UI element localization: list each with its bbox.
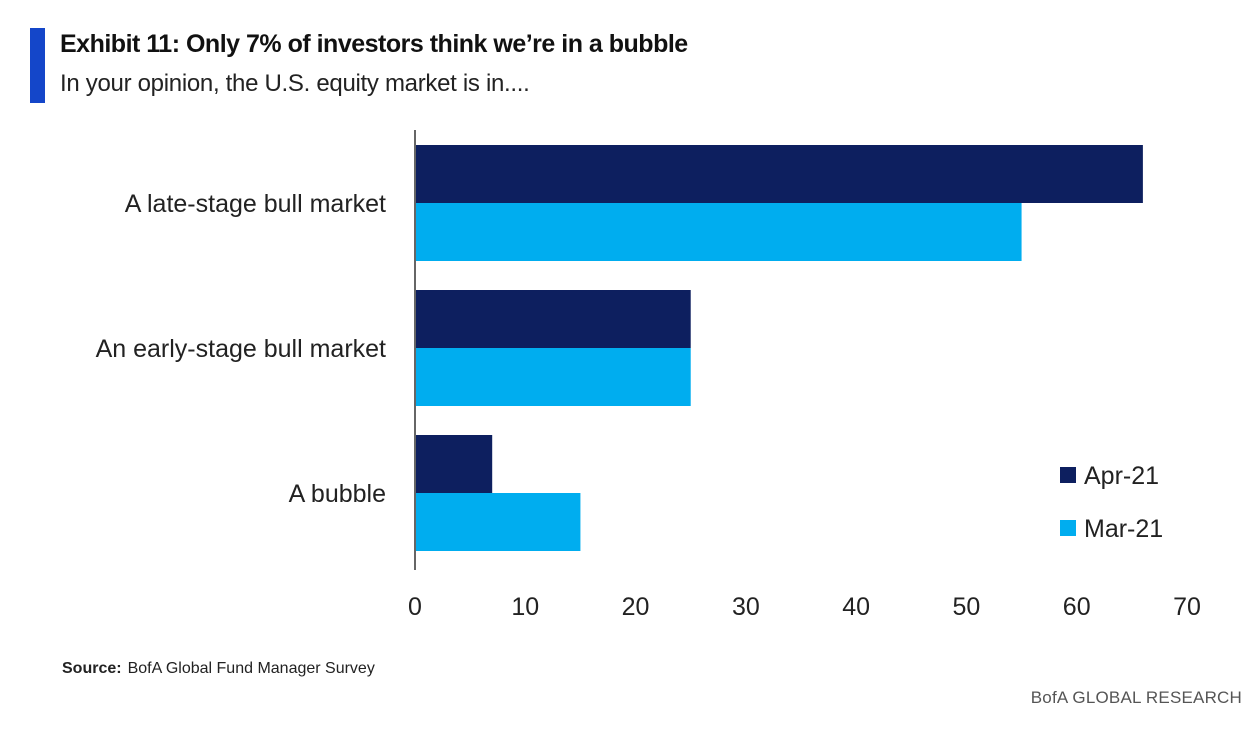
legend-label: Apr-21 xyxy=(1084,462,1159,490)
legend-swatch-apr-21 xyxy=(1060,467,1076,483)
x-tick-label: 40 xyxy=(842,593,870,621)
bar-apr-21-1 xyxy=(416,145,1143,203)
bar-mar-21-3 xyxy=(416,493,581,551)
x-tick-label: 30 xyxy=(732,593,760,621)
x-tick-label: 50 xyxy=(953,593,981,621)
category-label: An early-stage bull market xyxy=(96,335,386,363)
bar-chart: A late-stage bull market An early-stage b… xyxy=(96,130,1201,621)
category-label: A bubble xyxy=(289,480,386,508)
bar-mar-21-1 xyxy=(416,203,1022,261)
bar-apr-21-2 xyxy=(416,290,691,348)
x-tick-label: 0 xyxy=(408,593,422,621)
x-tick-label: 20 xyxy=(622,593,650,621)
title-accent-bar xyxy=(30,28,45,103)
bar-apr-21-3 xyxy=(416,435,493,493)
source-text: BofA Global Fund Manager Survey xyxy=(127,660,375,677)
x-tick-label: 70 xyxy=(1173,593,1201,621)
legend-swatch-mar-21 xyxy=(1060,520,1076,536)
x-tick-label: 60 xyxy=(1063,593,1091,621)
brand-footer: BofA GLOBAL RESEARCH xyxy=(1030,688,1242,707)
legend-label: Mar-21 xyxy=(1084,515,1163,543)
x-tick-label: 10 xyxy=(511,593,539,621)
source-note: Source: BofA Global Fund Manager Survey xyxy=(62,660,375,678)
chart-subtitle: In your opinion, the U.S. equity market … xyxy=(60,70,530,97)
bar-mar-21-2 xyxy=(416,348,691,406)
category-label: A late-stage bull market xyxy=(125,190,386,218)
chart-title: Exhibit 11: Only 7% of investors think w… xyxy=(60,30,688,58)
source-label: Source: xyxy=(62,660,122,677)
